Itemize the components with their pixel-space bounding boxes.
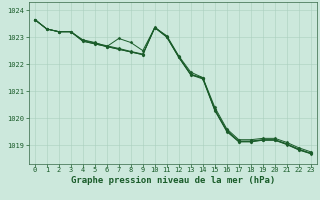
X-axis label: Graphe pression niveau de la mer (hPa): Graphe pression niveau de la mer (hPa) xyxy=(71,176,275,185)
